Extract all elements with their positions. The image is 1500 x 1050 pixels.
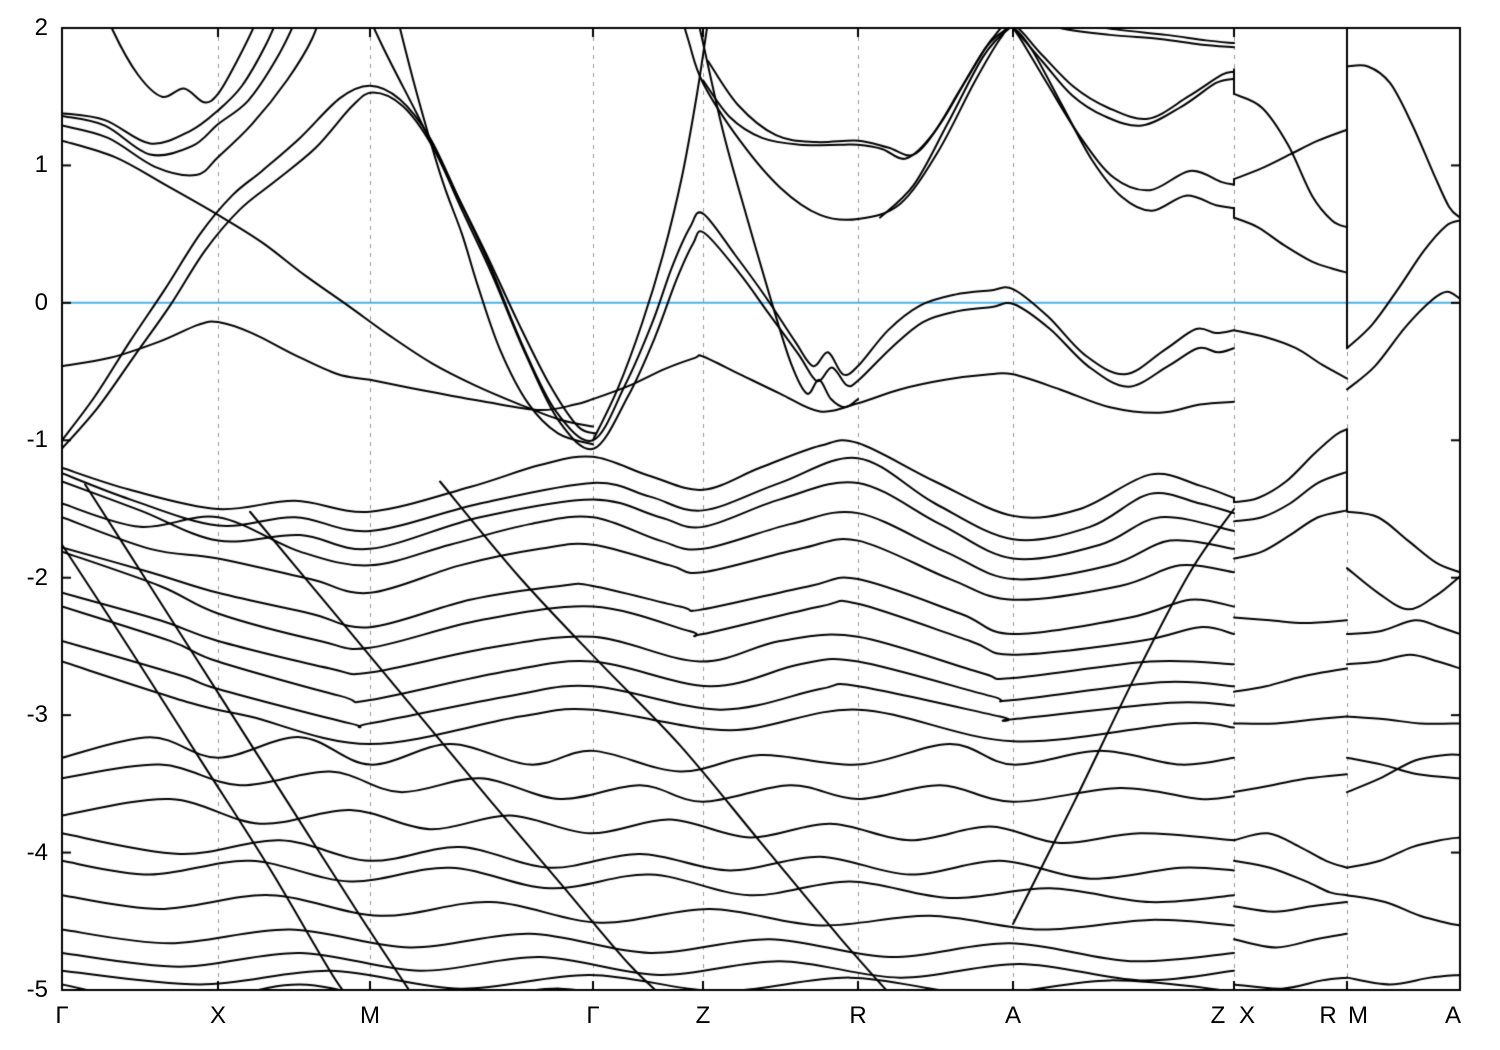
kpoint-label: Γ xyxy=(586,1002,600,1029)
y-tick-label: -5 xyxy=(26,976,48,1003)
kpoint-label: Γ xyxy=(55,1002,69,1029)
kpoint-label: R xyxy=(1319,1002,1337,1029)
y-tick-label: 2 xyxy=(34,14,48,41)
kpoint-label: X xyxy=(1238,1002,1255,1029)
kpoint-label: M xyxy=(360,1002,380,1029)
y-tick-label: -1 xyxy=(26,426,48,454)
y-tick-label: -2 xyxy=(26,563,48,591)
kpoint-label: X xyxy=(209,1002,226,1029)
kpoint-label: Z xyxy=(1210,1002,1226,1029)
y-tick-label: 0 xyxy=(34,288,48,316)
y-tick-label: 1 xyxy=(34,151,48,179)
kpoint-label: A xyxy=(1444,1002,1461,1029)
kpoint-label: A xyxy=(1004,1002,1021,1029)
kpoint-label: M xyxy=(1348,1002,1368,1029)
kpoint-label: Z xyxy=(695,1002,711,1029)
y-tick-label: -3 xyxy=(26,701,48,729)
kpoint-label: R xyxy=(849,1002,867,1029)
y-tick-label: -4 xyxy=(26,838,48,866)
